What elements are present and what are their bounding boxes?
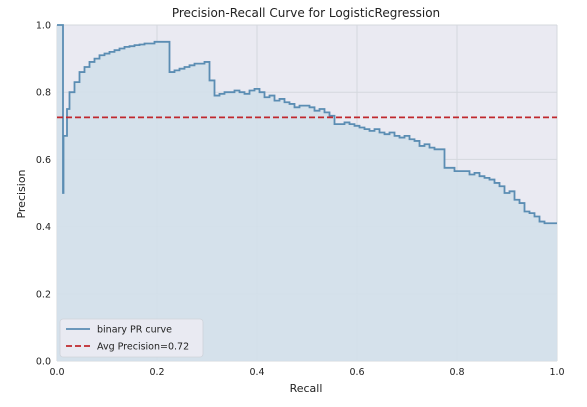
y-tick-label-1: 0.2: [36, 289, 51, 300]
legend-label-avg-precision: Avg Precision=0.72: [97, 342, 189, 353]
y-tick-label-0: 0.0: [36, 357, 51, 368]
x-tick-label-4: 0.8: [449, 367, 464, 378]
plot-area: 0.0 0.2 0.4 0.6 0.8 1.0 0.0 0.2 0.4 0.6 0.8 1.0: [36, 21, 565, 379]
x-tick-label-5: 1.0: [549, 367, 564, 378]
pr-curve-fill: [57, 25, 557, 361]
y-tick-label-3: 0.6: [36, 155, 51, 166]
y-tick-label-2: 0.4: [36, 222, 51, 233]
legend: binary PR curve Avg Precision=0.72: [59, 318, 204, 358]
x-tick-label-2: 0.4: [249, 367, 264, 378]
y-tick-label-5: 1.0: [36, 21, 51, 32]
x-axis-label: Recall: [290, 382, 323, 395]
y-axis-label: Precision: [15, 169, 28, 218]
legend-box: [59, 318, 204, 358]
chart-title: Precision-Recall Curve for LogisticRegre…: [172, 6, 440, 20]
y-tick-label-4: 0.8: [36, 88, 51, 99]
x-tick-label-3: 0.6: [349, 367, 364, 378]
x-tick-label-1: 0.2: [149, 367, 164, 378]
x-tick-label-0: 0.0: [49, 367, 64, 378]
pr-curve-line: [57, 24, 557, 225]
legend-label-pr-curve: binary PR curve: [97, 325, 172, 336]
